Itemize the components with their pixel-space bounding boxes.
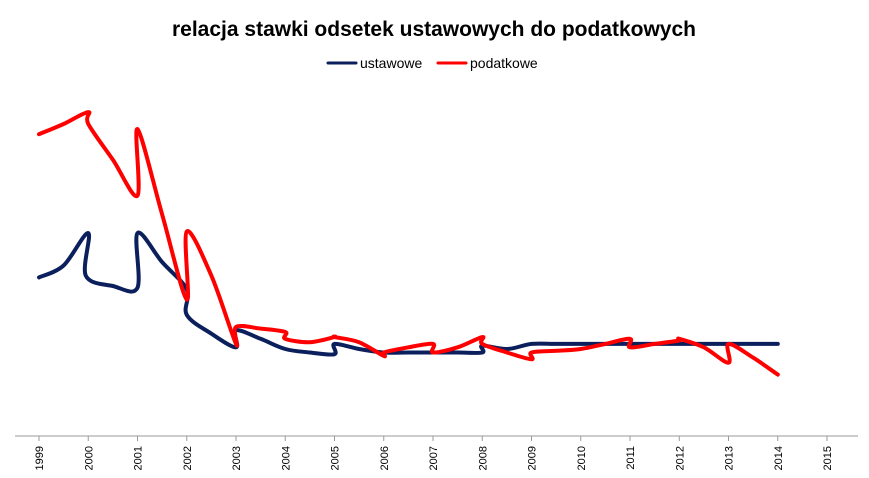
legend-item-ustawowe: ustawowe xyxy=(326,55,422,71)
x-tick-label: 2014 xyxy=(773,446,785,470)
x-tick-label: 2004 xyxy=(280,446,292,470)
series-line-ustawowe xyxy=(37,230,780,357)
legend: ustawowe podatkowe xyxy=(326,55,538,71)
legend-label-ustawowe: ustawowe xyxy=(360,55,422,71)
x-tick-label: 2011 xyxy=(625,446,637,470)
x-tick-label: 1999 xyxy=(34,446,46,470)
x-tick-label: 2003 xyxy=(231,446,243,470)
x-tick-label: 2010 xyxy=(576,446,588,470)
series-line-podatkowe xyxy=(37,110,780,377)
x-tick-label: 2002 xyxy=(182,446,194,470)
x-tick-label: 2015 xyxy=(822,446,834,470)
x-tick-label: 2012 xyxy=(674,446,686,470)
x-tick-label: 2005 xyxy=(330,446,342,470)
x-tick-label: 2000 xyxy=(83,446,95,470)
chart-title: relacja stawki odsetek ustawowych do pod… xyxy=(172,18,696,41)
x-tick-label: 2013 xyxy=(724,446,736,470)
x-tick-label: 2009 xyxy=(527,446,539,470)
x-tick-label: 2001 xyxy=(133,446,145,470)
legend-item-podatkowe: podatkowe xyxy=(436,55,538,71)
x-axis-ticks: 1999 2000 2001 2002 2003 2004 2005 2006 2007 2008… xyxy=(34,436,834,470)
x-tick-label: 2008 xyxy=(477,446,489,470)
x-tick-label: 2007 xyxy=(428,446,440,470)
legend-label-podatkowe: podatkowe xyxy=(470,55,538,71)
x-tick-label: 2006 xyxy=(379,446,391,470)
series-layer xyxy=(37,110,780,377)
